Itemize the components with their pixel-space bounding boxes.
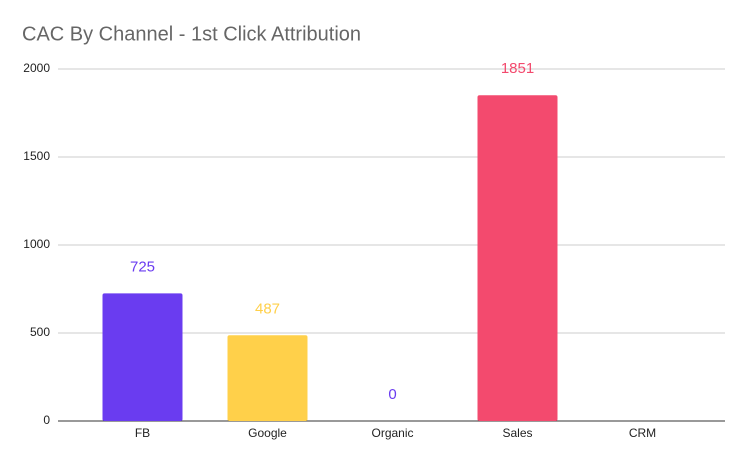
- y-tick-label: 1000: [23, 237, 50, 251]
- y-tick-label: 0: [43, 413, 50, 427]
- data-label: 725: [130, 258, 155, 275]
- x-tick-label: Sales: [502, 426, 532, 440]
- data-label: 0: [388, 386, 396, 403]
- bar: [102, 293, 183, 421]
- data-label: 1851: [501, 60, 534, 77]
- bar: [227, 335, 308, 421]
- y-tick-label: 500: [30, 325, 50, 339]
- chart-title: CAC By Channel - 1st Click Attribution: [22, 23, 361, 45]
- bar: [477, 95, 558, 421]
- y-tick-label: 2000: [23, 61, 50, 75]
- x-tick-label: Organic: [371, 426, 413, 440]
- data-label: 487: [255, 300, 280, 317]
- x-tick-label: FB: [135, 426, 150, 440]
- x-tick-label: Google: [248, 426, 287, 440]
- y-tick-label: 1500: [23, 149, 50, 163]
- x-tick-label: CRM: [629, 426, 656, 440]
